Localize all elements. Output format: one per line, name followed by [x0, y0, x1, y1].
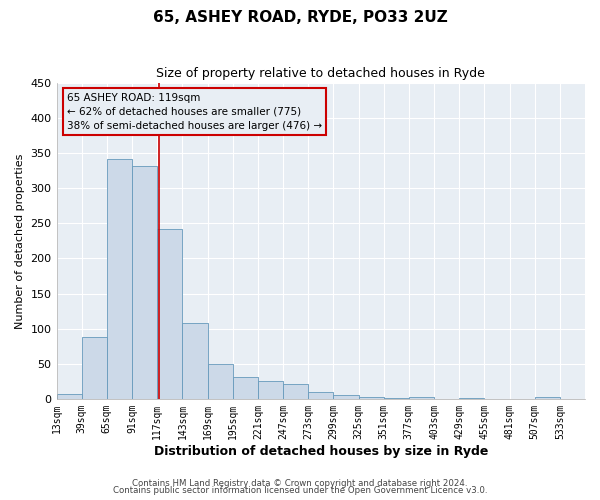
Text: 65 ASHEY ROAD: 119sqm
← 62% of detached houses are smaller (775)
38% of semi-det: 65 ASHEY ROAD: 119sqm ← 62% of detached …	[67, 92, 322, 130]
Bar	[359, 396, 383, 399]
X-axis label: Distribution of detached houses by size in Ryde: Distribution of detached houses by size …	[154, 444, 488, 458]
Bar	[334, 396, 359, 399]
Text: 65, ASHEY ROAD, RYDE, PO33 2UZ: 65, ASHEY ROAD, RYDE, PO33 2UZ	[152, 10, 448, 25]
Bar	[283, 384, 308, 399]
Bar	[459, 398, 484, 399]
Text: Contains public sector information licensed under the Open Government Licence v3: Contains public sector information licen…	[113, 486, 487, 495]
Bar	[258, 382, 283, 399]
Bar	[233, 377, 258, 399]
Y-axis label: Number of detached properties: Number of detached properties	[15, 154, 25, 328]
Bar	[208, 364, 233, 399]
Bar	[308, 392, 334, 399]
Bar	[535, 398, 560, 399]
Text: Contains HM Land Registry data © Crown copyright and database right 2024.: Contains HM Land Registry data © Crown c…	[132, 478, 468, 488]
Bar	[107, 159, 132, 399]
Bar	[182, 323, 208, 399]
Bar	[409, 398, 434, 399]
Bar	[383, 398, 409, 399]
Bar	[82, 337, 107, 399]
Title: Size of property relative to detached houses in Ryde: Size of property relative to detached ho…	[157, 68, 485, 80]
Bar	[132, 166, 157, 399]
Bar	[157, 229, 182, 399]
Bar	[56, 394, 82, 399]
